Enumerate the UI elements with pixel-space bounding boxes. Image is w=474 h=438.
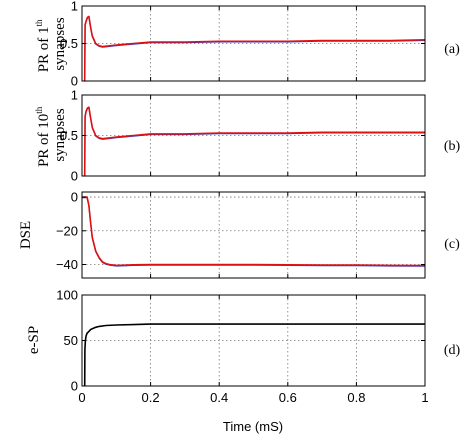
panel-d-frame — [81, 294, 426, 387]
panel-a-ytick-label-1: 0.5 — [60, 36, 78, 51]
panel-c-ytick-label-1: −20 — [56, 223, 78, 238]
panel-b-tag: (b) — [444, 139, 461, 154]
panel-d-ytick-label-2: 100 — [56, 288, 78, 303]
panel-c-tag: (c) — [444, 237, 460, 252]
panel-d-ytick-label-0: 0 — [71, 379, 78, 394]
x-tick-label-3: 0.6 — [279, 390, 297, 405]
panel-b-ylabel: PR of 10th synapses — [30, 103, 68, 167]
panel-d-ticks: 0 50 100 0 0.2 0.4 0.6 0.8 1 — [56, 288, 428, 406]
panel-a-ylabel-line1: PR of 1 — [36, 26, 52, 72]
panel-b-ylabel-line2: synapses — [52, 108, 68, 161]
panel-a-ylabel-sup: th — [34, 19, 44, 27]
panel-b-ylabel-sup: th — [34, 106, 44, 114]
x-tick-label-2: 0.4 — [210, 390, 228, 405]
panel-b-ticks: 00.51 — [60, 88, 426, 184]
panel-d-grid — [82, 295, 425, 386]
panel-a-ticks: 00.51 — [60, 0, 426, 89]
panel-d-ylabel: e-SP — [26, 326, 42, 354]
panel-b-ytick-label-1: 0.5 — [60, 128, 78, 143]
panel-a-series-line-0 — [84, 16, 426, 82]
panel-c-series-line-1 — [82, 196, 426, 267]
panel-a-ylabel: PR of 1th synapses — [30, 16, 68, 73]
panel-a-ylabel-line2: synapses — [52, 17, 68, 70]
panel-b-ytick-label-0: 0 — [71, 169, 78, 184]
panel-b-series-line-0 — [84, 107, 425, 177]
panel-a: 00.51 PR of 1th synapses (a) — [30, 0, 460, 89]
panel-a-ytick-label-0: 0 — [71, 74, 78, 89]
x-tick-label-4: 0.8 — [347, 390, 365, 405]
panel-c-frame — [81, 191, 426, 279]
panel-d-tag: (d) — [444, 343, 461, 358]
panel-c-ytick-label-2: −40 — [56, 257, 78, 272]
panel-c-series — [82, 196, 426, 267]
panel-c: 0 −20 −40 DSE (c) — [18, 190, 460, 279]
panel-b-ytick-label-2: 1 — [71, 88, 78, 103]
panel-d-series — [83, 323, 425, 387]
panel-c-ytick-label-0: 0 — [71, 190, 78, 205]
panel-c-series-line-0 — [82, 197, 426, 267]
x-tick-label-5: 1 — [421, 390, 428, 405]
x-tick-label-0: 0 — [78, 390, 85, 405]
panel-b-ylabel-line1: PR of 10 — [36, 114, 52, 167]
panel-a-series-line-1 — [83, 15, 426, 82]
x-tick-label-1: 0.2 — [142, 390, 160, 405]
panel-c-ticks: 0 −20 −40 — [56, 190, 426, 278]
panel-c-ylabel: DSE — [18, 221, 34, 249]
x-axis-label: Time (mS) — [223, 419, 283, 434]
panel-a-tag: (a) — [444, 42, 460, 57]
panel-b-series-line-1 — [83, 106, 425, 177]
panel-b: 00.51 PR of 10th synapses (b) — [30, 88, 461, 184]
panel-a-series — [83, 15, 426, 82]
panel-d-ytick-label-1: 50 — [64, 333, 78, 348]
panel-d: 0 50 100 0 0.2 0.4 0.6 0.8 1 e-SP (d) Time (mS) — [26, 288, 460, 435]
panel-a-ytick-label-2: 1 — [71, 0, 78, 14]
panel-d-series-line-0 — [83, 323, 425, 387]
panel-b-series — [83, 106, 425, 177]
